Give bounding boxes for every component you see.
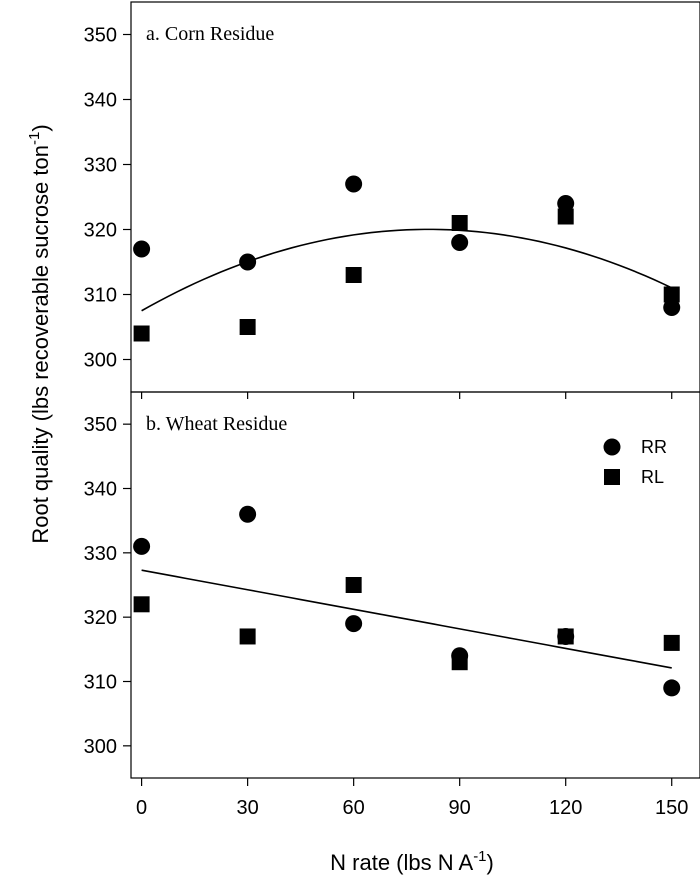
x-tick-label: 0 [136, 797, 147, 819]
point-rr [239, 253, 257, 271]
point-rl [133, 325, 150, 342]
y-axis-title-main: Root quality (lbs recoverable sucrose to… [28, 145, 53, 544]
y-tick-label: 320 [84, 220, 117, 242]
y-tick-label: 300 [84, 736, 117, 758]
x-tick-label: 120 [549, 797, 582, 819]
point-rl [451, 215, 468, 231]
point-rl [345, 577, 362, 593]
point-rr [133, 240, 151, 258]
y-axis-title-sup: -1 [26, 132, 43, 145]
panel-title: a. Corn Residue [146, 23, 274, 45]
legend-marker-rr [603, 438, 621, 456]
point-rl [557, 628, 574, 645]
fit-curve [141, 569, 672, 669]
y-tick-label: 350 [84, 414, 117, 436]
point-rr [451, 234, 469, 251]
x-tick-label: 60 [343, 797, 365, 819]
point-rr [557, 195, 575, 212]
panel-title: b. Wheat Residue [146, 413, 287, 435]
point-rl [557, 208, 574, 225]
legend-marker-rl [604, 469, 620, 485]
point-rr [133, 537, 151, 555]
panel-frame [130, 391, 700, 779]
point-rl [345, 267, 362, 283]
legend-label-rr: RR [641, 437, 667, 457]
point-rr [663, 299, 681, 316]
y-tick-label: 340 [84, 479, 117, 501]
panel-a: 300 310 320 330 340 350 a. Corn Residue [84, 1, 700, 399]
y-tick-label: 330 [84, 155, 117, 177]
y-tick-label: 350 [84, 25, 117, 47]
y-tick-label: 310 [84, 285, 117, 307]
x-tick-label: 30 [237, 797, 259, 819]
point-rl [663, 286, 680, 303]
panel-frame [130, 1, 700, 393]
y-tick-label: 330 [84, 543, 117, 565]
legend-label-rl: RL [641, 467, 664, 487]
y-axis-title: Root quality (lbs recoverable sucrose to… [26, 124, 53, 543]
y-tick-label: 300 [84, 350, 117, 372]
point-rr [345, 615, 363, 633]
point-rr [663, 679, 681, 697]
panel-b: 300 310 320 330 340 350 0 30 60 90 120 150 b. Wheat … [84, 391, 700, 819]
x-axis-title: N rate (lbs N A-1) [330, 848, 494, 875]
y-tick-label: 310 [84, 672, 117, 694]
point-rl [663, 634, 680, 651]
y-tick-label: 340 [84, 90, 117, 112]
point-rl [239, 628, 256, 645]
point-rl [451, 654, 468, 671]
x-axis-title-main: N rate (lbs N A [330, 850, 473, 875]
fit-curve [141, 228, 673, 312]
point-rl [239, 319, 256, 335]
x-tick-label: 150 [655, 797, 688, 819]
x-axis-title-sup: -1 [473, 848, 486, 865]
y-axis-title-close: ) [28, 124, 53, 131]
x-axis-title-close: ) [487, 850, 494, 875]
point-rr [239, 505, 257, 523]
x-tick-label: 90 [449, 797, 471, 819]
point-rr [345, 175, 363, 193]
legend: RR RL [603, 437, 667, 487]
point-rl [133, 596, 150, 613]
y-tick-label: 320 [84, 607, 117, 629]
